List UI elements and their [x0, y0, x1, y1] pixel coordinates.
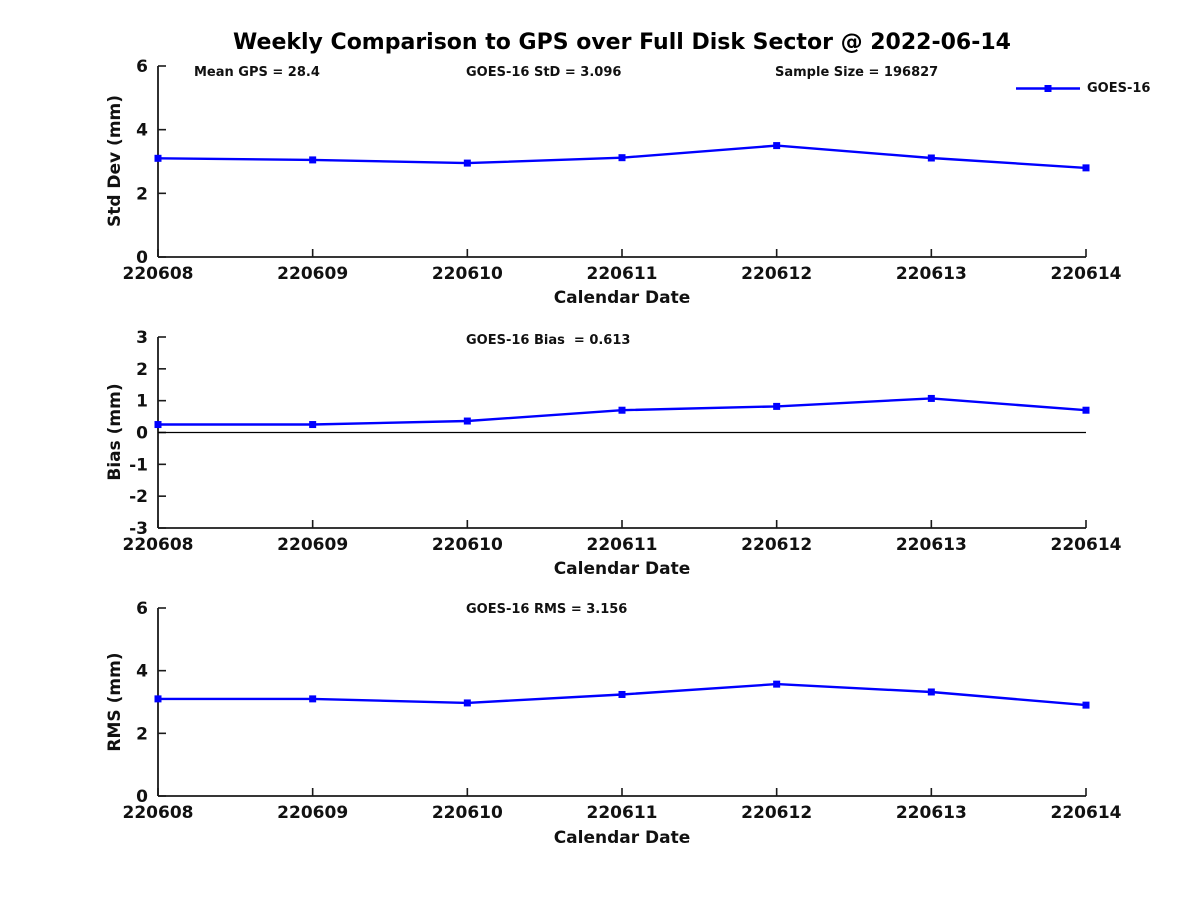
data-point [773, 402, 781, 410]
y-tick-label: 2 [136, 360, 148, 380]
x-axis-label-1: Calendar Date [553, 288, 691, 308]
x-tick-label: 220609 [277, 803, 348, 823]
x-tick-label: 220610 [432, 264, 503, 284]
y-tick-label: -1 [129, 455, 148, 475]
y-tick-label: 2 [136, 724, 148, 744]
data-point [927, 688, 935, 696]
x-tick-label: 220610 [432, 535, 503, 555]
annotation-bias: GOES-16 Bias = 0.613 [466, 333, 631, 348]
annotation-mean-gps: Mean GPS = 28.4 [194, 65, 320, 80]
data-point [1082, 701, 1090, 709]
legend-sample [1016, 85, 1080, 92]
data-point [154, 421, 162, 429]
subplot-0: 0 2 4 6 220608 220609 220610 220611 220612 220613… [123, 57, 1122, 284]
x-tick-label: 220614 [1051, 803, 1122, 823]
data-point [154, 154, 162, 162]
legend: GOES-16 [1016, 81, 1150, 96]
x-tick-label: 220612 [741, 803, 812, 823]
data-point [309, 156, 317, 164]
x-axis-label-2: Calendar Date [553, 559, 691, 579]
x-tick-label: 220613 [896, 264, 967, 284]
data-point [309, 695, 317, 703]
x-tick-label: 220612 [741, 264, 812, 284]
annotation-rms: GOES-16 RMS = 3.156 [466, 602, 628, 617]
data-point [463, 699, 471, 707]
x-tick-label: 220614 [1051, 264, 1122, 284]
y-tick-label: -2 [129, 487, 148, 507]
data-point [463, 159, 471, 167]
y-tick-label: 0 [136, 787, 148, 807]
data-point [773, 680, 781, 688]
data-point [1082, 406, 1090, 414]
y-tick-label: 3 [136, 328, 148, 348]
data-point [927, 394, 935, 402]
figure-title: Weekly Comparison to GPS over Full Disk … [233, 30, 1011, 55]
x-tick-label: 220610 [432, 803, 503, 823]
x-tick-label: 220613 [896, 535, 967, 555]
x-tick-label: 220611 [587, 803, 658, 823]
x-tick-label: 220609 [277, 535, 348, 555]
subplot-1: -3 -2 -1 0 1 2 3 220608 220609 220610 220611 220612… [123, 328, 1122, 555]
data-point [927, 154, 935, 162]
x-axis-label-3: Calendar Date [553, 828, 691, 848]
y-tick-label: 1 [136, 392, 148, 412]
y-tick-label: 4 [136, 121, 148, 141]
annotation-sample-size: Sample Size = 196827 [775, 65, 939, 80]
legend-label: GOES-16 [1087, 81, 1151, 96]
y-axis-label-bias: Bias (mm) [105, 383, 125, 481]
x-tick-label: 220614 [1051, 535, 1122, 555]
y-tick-label: 6 [136, 57, 148, 77]
y-axis-label-std-dev: Std Dev (mm) [105, 94, 125, 228]
data-point [618, 690, 626, 698]
data-point [618, 406, 626, 414]
subplot-2: 0 2 4 6 220608 220609 220610 220611 220612 220613… [123, 599, 1122, 823]
data-point [463, 417, 471, 425]
y-tick-label: 2 [136, 184, 148, 204]
y-tick-label: -3 [129, 519, 148, 539]
x-tick-label: 220608 [123, 535, 194, 555]
y-tick-label: 4 [136, 662, 148, 682]
data-point [309, 421, 317, 429]
y-tick-label: 0 [136, 424, 148, 444]
x-tick-label: 220608 [123, 264, 194, 284]
data-point [1082, 164, 1090, 172]
x-tick-label: 220612 [741, 535, 812, 555]
x-tick-label: 220613 [896, 803, 967, 823]
x-tick-label: 220608 [123, 803, 194, 823]
y-axis-label-rms: RMS (mm) [105, 652, 125, 752]
x-tick-label: 220611 [587, 264, 658, 284]
x-tick-label: 220611 [587, 535, 658, 555]
data-point [618, 154, 626, 162]
annotation-std: GOES-16 StD = 3.096 [466, 65, 622, 80]
legend-marker-icon [1044, 85, 1052, 92]
data-point [154, 695, 162, 703]
y-tick-label: 6 [136, 599, 148, 619]
data-point [773, 142, 781, 150]
x-tick-label: 220609 [277, 264, 348, 284]
y-tick-label: 0 [136, 248, 148, 268]
